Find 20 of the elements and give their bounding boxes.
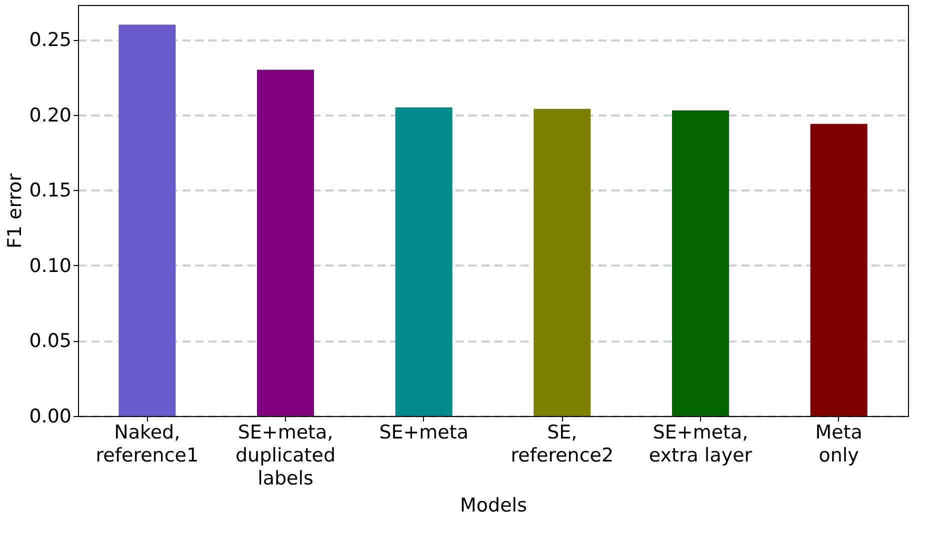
y-tick-label: 0.10 (29, 254, 72, 277)
x-tick-label: SE, reference2 (510, 422, 614, 466)
bar (810, 124, 868, 416)
y-tick-label: 0.20 (29, 104, 72, 126)
bar (534, 108, 591, 416)
y-tick-label: 0.25 (29, 29, 72, 52)
x-axis-title: Models (460, 494, 527, 516)
y-tick-label: 0.05 (29, 330, 72, 352)
bar (118, 24, 176, 416)
x-tick-label: Meta only (815, 422, 862, 466)
bar (257, 70, 314, 416)
x-tick-label: SE+meta, extra layer (648, 422, 752, 466)
y-tick-label: 0.15 (29, 180, 72, 202)
x-tick-label: Naked, reference1 (96, 422, 199, 466)
y-axis-title: F1 error (4, 173, 26, 249)
bar (672, 110, 729, 416)
y-tick-label: 0.00 (29, 406, 72, 428)
x-tick-label: SE+meta (379, 422, 468, 444)
bar (395, 107, 452, 416)
x-tick-label: SE+meta, duplicated labels (235, 422, 336, 490)
